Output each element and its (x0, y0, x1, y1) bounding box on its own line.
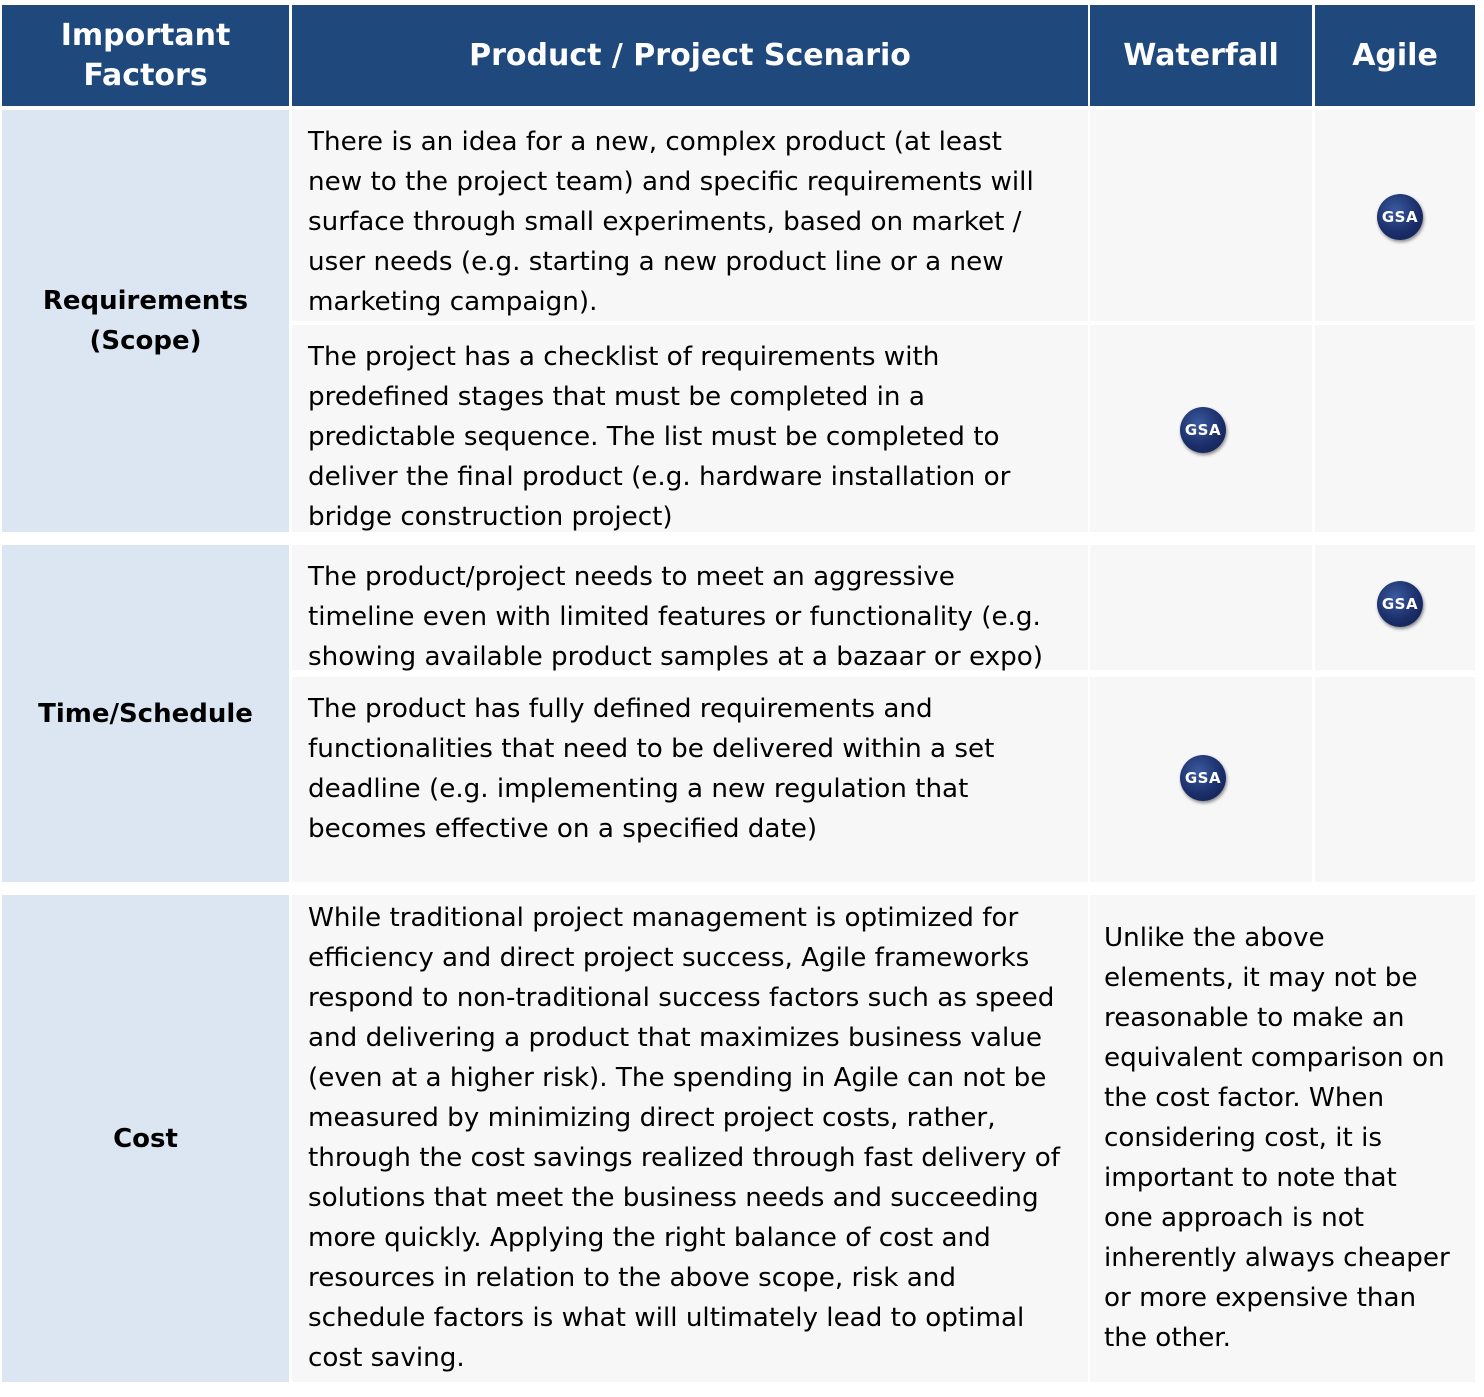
factor-requirements-label: Requirements (Scope) (42, 286, 249, 356)
cost-scenario-text: While traditional project management is … (308, 898, 1084, 1378)
header-important-factors-label: Important Factors (60, 17, 231, 93)
cost-note-line: the cost factor. When (1104, 1083, 1385, 1113)
cost-scenario-line: respond to non-traditional success facto… (308, 983, 1055, 1013)
waterfall-cell: GSA (1090, 325, 1312, 532)
scenario-text: The product/project needs to meet an agg… (308, 557, 1084, 677)
scenario-line: deliver the final product (e.g. hardware… (308, 462, 1011, 492)
scenario-line: surface through small experiments, based… (308, 207, 1022, 237)
cost-scenario-line: (even at a higher risk). The spending in… (308, 1063, 1047, 1093)
cost-note-line: considering cost, it is (1104, 1123, 1383, 1153)
header-waterfall-label: Waterfall (1123, 37, 1279, 73)
scenario-line: timeline even with limited features or f… (308, 602, 1041, 632)
scenario-line: There is an idea for a new, complex prod… (308, 127, 1002, 157)
cost-scenario-line: through the cost savings realized throug… (308, 1143, 1060, 1173)
gsa-logo-text: GSA (1184, 769, 1222, 787)
cost-note-line: Unlike the above (1104, 923, 1325, 953)
cost-note-line: important to note that (1104, 1163, 1397, 1193)
scenario-cell: The product has fully defined requiremen… (292, 677, 1088, 882)
cost-scenario-line: cost saving. (308, 1343, 465, 1373)
header-waterfall: Waterfall (1090, 5, 1312, 106)
cost-scenario-line: solutions that meet the business needs a… (308, 1183, 1039, 1213)
cost-note-line: one approach is not (1104, 1203, 1365, 1233)
agile-cell (1315, 325, 1475, 532)
cost-scenario-cell: While traditional project management is … (292, 895, 1088, 1382)
cost-scenario-line: schedule factors is what will ultimately… (308, 1303, 1025, 1333)
scenario-cell: The product/project needs to meet an agg… (292, 545, 1088, 672)
cost-note-line: the other. (1104, 1323, 1231, 1353)
scenario-line: functionalities that need to be delivere… (308, 734, 995, 764)
factor-cost-label: Cost (113, 1123, 178, 1154)
agile-cell: GSA (1315, 110, 1475, 321)
header-important-factors: Important Factors (2, 5, 289, 106)
waterfall-cell (1090, 110, 1312, 321)
header-scenario: Product / Project Scenario (292, 5, 1088, 106)
agile-cell (1315, 677, 1475, 882)
cost-note-line: equivalent comparison on (1104, 1043, 1445, 1073)
scenario-line: showing available product samples at a b… (308, 642, 1043, 672)
cost-scenario-line: efficiency and direct project success, A… (308, 943, 1030, 973)
scenario-cell: There is an idea for a new, complex prod… (292, 110, 1088, 321)
scenario-line: predefined stages that must be completed… (308, 382, 925, 412)
gsa-logo-text: GSA (1184, 421, 1222, 439)
factor-time-schedule-label: Time/Schedule (38, 698, 253, 729)
cost-scenario-line: measured by minimizing direct project co… (308, 1103, 996, 1133)
gsa-logo-icon: GSA (1377, 581, 1423, 627)
scenario-cell: The project has a checklist of requireme… (292, 325, 1088, 532)
scenario-line: The product/project needs to meet an agg… (308, 562, 955, 592)
cost-scenario-line: resources in relation to the above scope… (308, 1263, 956, 1293)
agile-cell: GSA (1315, 545, 1475, 670)
gsa-logo-icon: GSA (1180, 407, 1226, 453)
cost-scenario-line: more quickly. Applying the right balance… (308, 1223, 991, 1253)
header-scenario-label: Product / Project Scenario (469, 37, 911, 73)
scenario-line: The project has a checklist of requireme… (308, 342, 940, 372)
header-agile: Agile (1315, 5, 1475, 106)
cost-note-line: elements, it may not be (1104, 963, 1418, 993)
scenario-text: The project has a checklist of requireme… (308, 337, 1084, 537)
cost-scenario-line: and delivering a product that maximizes … (308, 1023, 1042, 1053)
gsa-logo-icon: GSA (1377, 194, 1423, 240)
scenario-line: predictable sequence. The list must be c… (308, 422, 1000, 452)
waterfall-cell (1090, 545, 1312, 670)
scenario-text: There is an idea for a new, complex prod… (308, 122, 1084, 322)
cost-note-line: inherently always cheaper (1104, 1243, 1450, 1273)
factor-requirements: Requirements (Scope) (2, 110, 289, 532)
factor-time-schedule: Time/Schedule (2, 545, 289, 882)
cost-note-line: reasonable to make an (1104, 1003, 1405, 1033)
scenario-line: user needs (e.g. starting a new product … (308, 247, 1004, 277)
cost-note-cell: Unlike the above elements, it may not be… (1090, 895, 1475, 1382)
header-agile-label: Agile (1352, 37, 1438, 73)
cost-note-line: or more expensive than (1104, 1283, 1417, 1313)
scenario-line: deadline (e.g. implementing a new regula… (308, 774, 969, 804)
cost-note-text: Unlike the above elements, it may not be… (1104, 918, 1450, 1358)
gsa-logo-text: GSA (1381, 595, 1419, 613)
scenario-line: The product has fully defined requiremen… (308, 694, 933, 724)
scenario-line: new to the project team) and specific re… (308, 167, 1034, 197)
cost-scenario-line: While traditional project management is … (308, 903, 1019, 933)
scenario-line: becomes effective on a specified date) (308, 814, 818, 844)
scenario-line: bridge construction project) (308, 502, 673, 532)
factor-cost: Cost (2, 895, 289, 1382)
waterfall-cell: GSA (1090, 677, 1312, 882)
scenario-text: The product has fully defined requiremen… (308, 689, 1084, 849)
gsa-logo-icon: GSA (1180, 755, 1226, 801)
scenario-line: marketing campaign). (308, 287, 598, 317)
gsa-logo-text: GSA (1381, 208, 1419, 226)
